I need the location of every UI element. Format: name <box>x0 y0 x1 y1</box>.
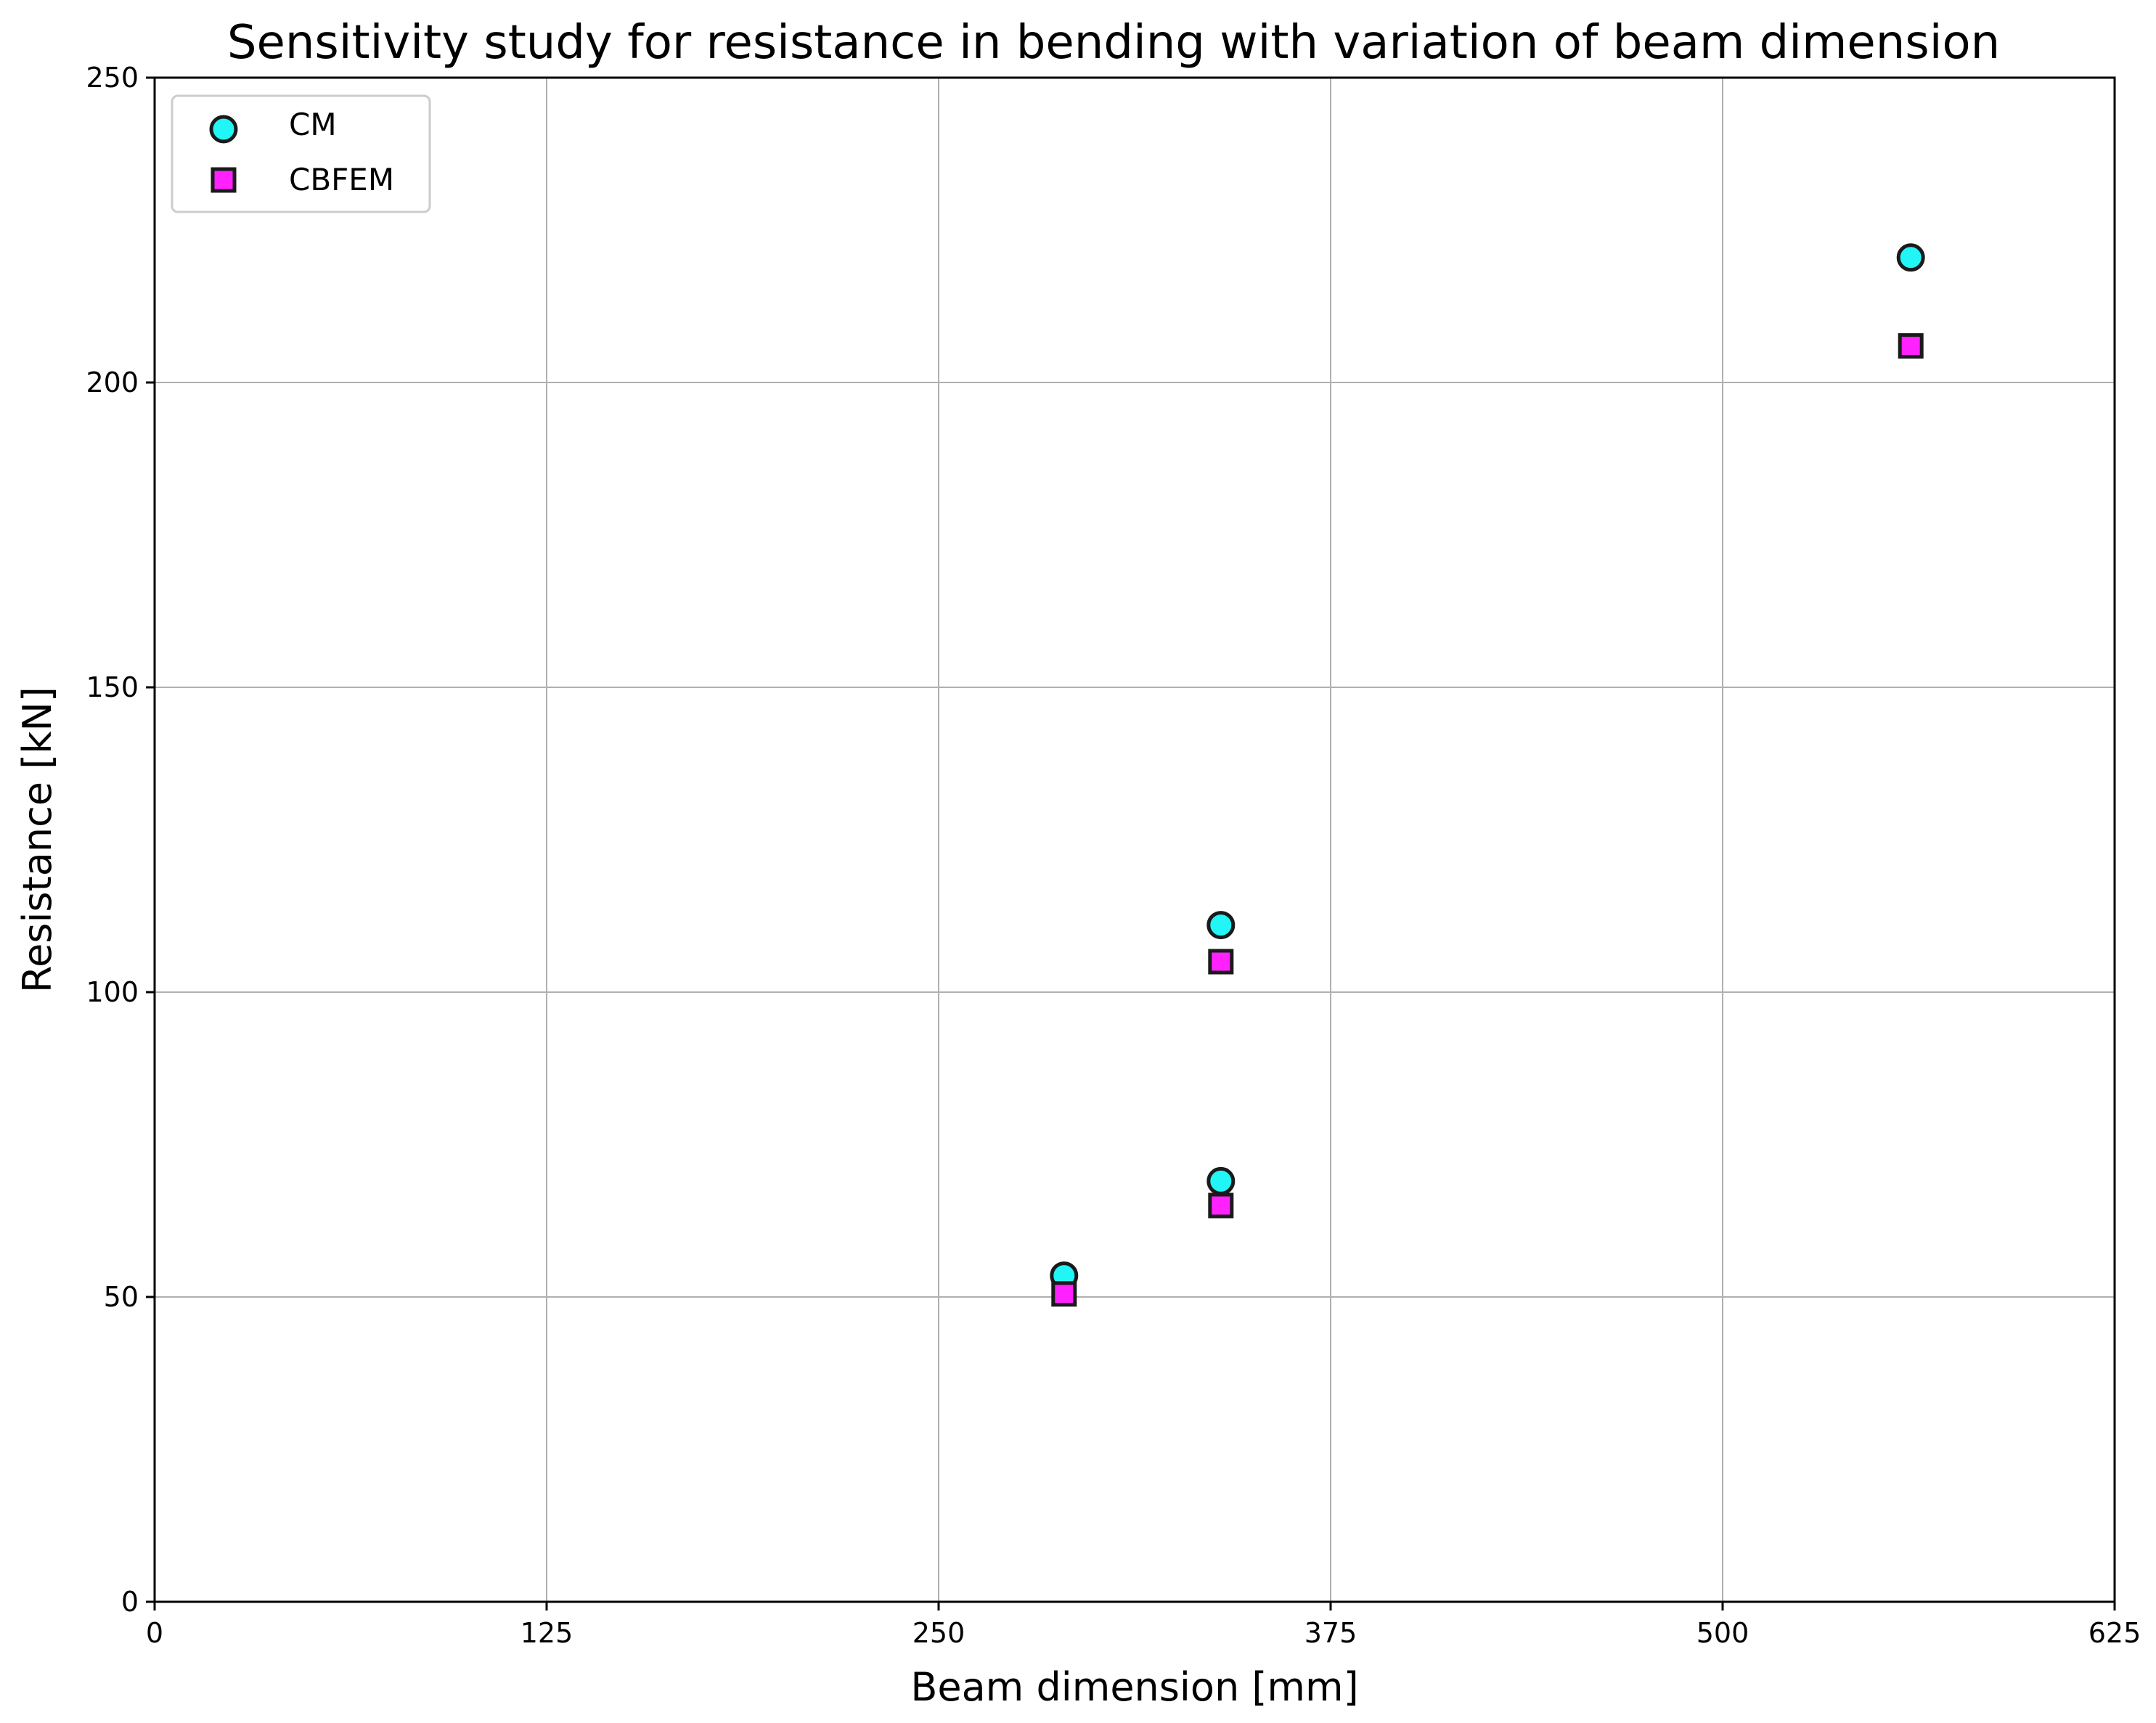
x-axis-label: Beam dimension [mm] <box>910 1664 1358 1710</box>
point-cm <box>1206 1166 1236 1195</box>
x-tick-label: 500 <box>1696 1617 1749 1649</box>
legend: CM CBFEM <box>171 94 431 213</box>
x-tick-label: 375 <box>1304 1617 1357 1649</box>
y-axis-ticks: 0 50 100 150 200 250 <box>86 62 155 1618</box>
data-points <box>1050 243 1925 1307</box>
legend-marker-cbfem <box>211 167 237 193</box>
y-tick-label: 100 <box>86 976 139 1008</box>
y-tick-label: 50 <box>104 1281 139 1313</box>
x-tick-label: 0 <box>146 1617 163 1649</box>
legend-label-cm: CM <box>289 107 337 142</box>
y-tick-label: 150 <box>86 671 139 703</box>
point-cbfem <box>1208 1192 1234 1219</box>
legend-label-cbfem: CBFEM <box>289 162 394 197</box>
point-cm <box>1896 243 1925 272</box>
legend-marker-cm <box>209 115 238 144</box>
grid <box>155 78 2115 1602</box>
plot-frame <box>153 76 2116 1603</box>
y-axis-label: Resistance [kN] <box>15 687 60 993</box>
point-cm <box>1206 911 1236 940</box>
x-tick-label: 625 <box>2088 1617 2141 1649</box>
x-axis-ticks: 0 125 250 375 500 625 <box>146 1602 2141 1649</box>
y-tick-label: 250 <box>86 62 139 94</box>
point-cbfem <box>1208 949 1234 975</box>
x-tick-label: 125 <box>520 1617 573 1649</box>
y-tick-label: 200 <box>86 367 139 398</box>
x-tick-label: 250 <box>912 1617 965 1649</box>
chart-title: Sensitivity study for resistance in bend… <box>227 16 2000 70</box>
point-cbfem <box>1051 1281 1077 1307</box>
point-cbfem <box>1898 333 1924 359</box>
y-tick-label: 0 <box>121 1586 139 1618</box>
